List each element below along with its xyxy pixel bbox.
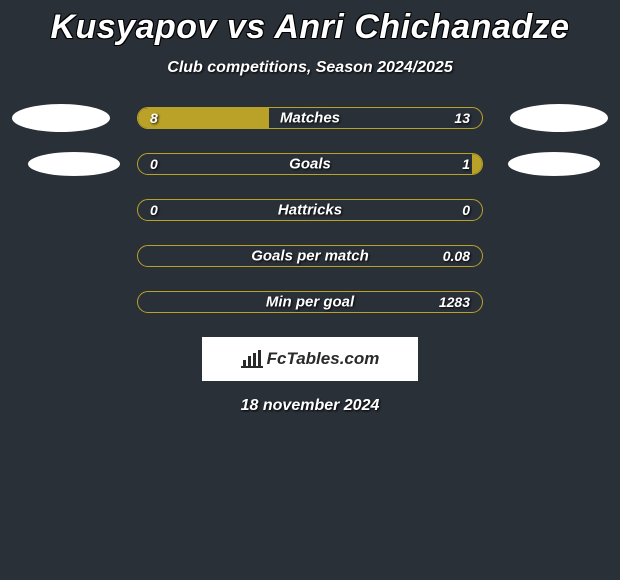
stat-label: Hattricks [278, 202, 342, 219]
right-team-badge [508, 152, 600, 176]
bar-track: Min per goal 1283 [137, 291, 483, 313]
page-title: Kusyapov vs Anri Chichanadze [0, 0, 620, 47]
subtitle: Club competitions, Season 2024/2025 [0, 59, 620, 77]
bar-chart-icon [241, 350, 263, 368]
footer-date: 18 november 2024 [0, 397, 620, 415]
comparison-rows: 8 Matches 13 0 Goals 1 0 Hattricks 0 [0, 107, 620, 313]
left-value: 0 [150, 202, 158, 218]
left-team-badge [28, 152, 120, 176]
right-value: 0.08 [443, 248, 470, 264]
bar-track: 0 Goals 1 [137, 153, 483, 175]
right-value: 1 [462, 156, 470, 172]
row-hattricks: 0 Hattricks 0 [0, 199, 620, 221]
stat-label: Goals per match [251, 248, 369, 265]
stat-label: Goals [289, 156, 331, 173]
row-goals-per-match: Goals per match 0.08 [0, 245, 620, 267]
row-matches: 8 Matches 13 [0, 107, 620, 129]
right-value: 1283 [439, 294, 470, 310]
left-value: 8 [150, 110, 158, 126]
bar-track: 0 Hattricks 0 [137, 199, 483, 221]
logo-text: FcTables.com [267, 349, 380, 369]
stat-label: Min per goal [266, 294, 354, 311]
row-min-per-goal: Min per goal 1283 [0, 291, 620, 313]
right-value: 13 [454, 110, 470, 126]
left-team-badge [12, 104, 110, 132]
stat-label: Matches [280, 110, 340, 127]
left-value: 0 [150, 156, 158, 172]
bar-track: Goals per match 0.08 [137, 245, 483, 267]
right-team-badge [510, 104, 608, 132]
row-goals: 0 Goals 1 [0, 153, 620, 175]
right-value: 0 [462, 202, 470, 218]
bar-track: 8 Matches 13 [137, 107, 483, 129]
site-logo-box[interactable]: FcTables.com [202, 337, 418, 381]
bar-right-fill [472, 154, 482, 174]
